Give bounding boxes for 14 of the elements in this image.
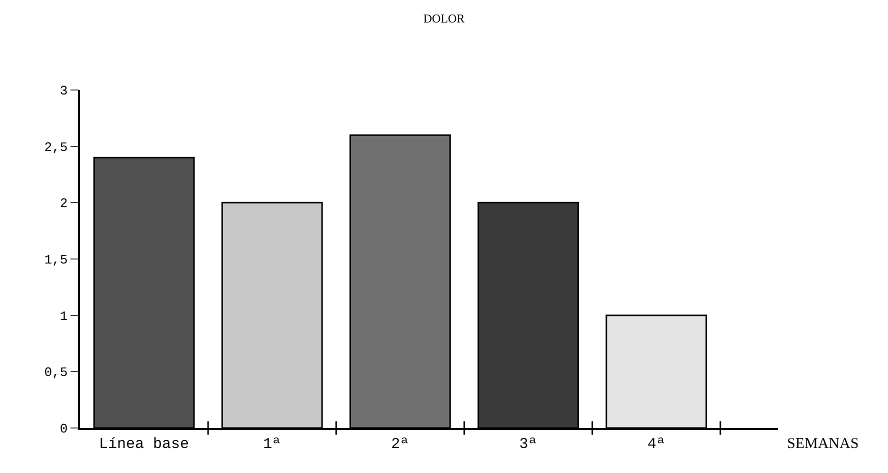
x-tick-label: 1ª (263, 436, 282, 453)
y-tick-label: 1,5 (44, 252, 68, 268)
y-tick-label: 0,5 (44, 365, 68, 380)
y-tick-label: 3 (60, 84, 68, 99)
x-tick-label: Línea base (99, 436, 190, 453)
chart-title: DOLOR (423, 12, 465, 26)
x-axis-title: SEMANAS (787, 436, 859, 452)
x-tick-label: 4ª (647, 436, 666, 453)
y-tick-label: 1 (60, 308, 68, 324)
x-tick-label: 3ª (519, 436, 538, 453)
y-tick-label: 2,5 (44, 140, 68, 155)
x-tick-label: 2ª (391, 436, 410, 453)
y-tick-label: 0 (60, 422, 68, 437)
y-tick-label: 2 (60, 196, 68, 212)
